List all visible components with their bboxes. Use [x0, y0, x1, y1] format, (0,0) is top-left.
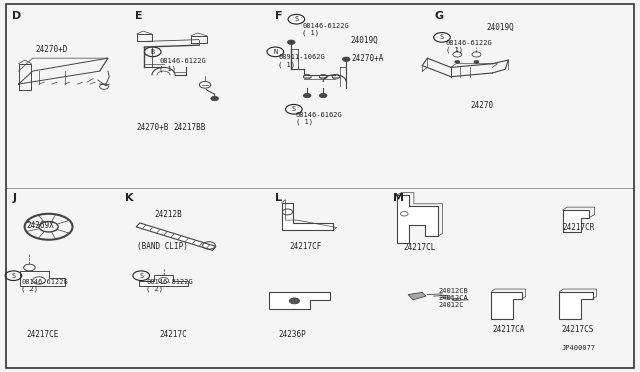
Text: 24270+A: 24270+A: [351, 54, 383, 64]
Text: S: S: [440, 34, 444, 41]
Text: 08911-1062G
( 1): 08911-1062G ( 1): [278, 54, 325, 68]
Text: 24270+D: 24270+D: [36, 45, 68, 54]
Text: 24270+B: 24270+B: [137, 123, 169, 132]
Polygon shape: [563, 210, 589, 232]
Text: 24019Q: 24019Q: [486, 23, 514, 32]
Text: JP400077: JP400077: [561, 344, 595, 351]
Polygon shape: [140, 275, 188, 286]
Polygon shape: [408, 292, 426, 300]
Text: 24019Q: 24019Q: [351, 36, 378, 45]
Text: J: J: [12, 193, 16, 203]
Text: G: G: [435, 11, 444, 21]
Text: S: S: [292, 106, 296, 112]
Text: D: D: [12, 11, 21, 21]
Polygon shape: [397, 195, 438, 243]
Polygon shape: [282, 203, 333, 231]
Circle shape: [303, 93, 311, 98]
Circle shape: [287, 40, 295, 44]
Text: 08146-6162G
( 1): 08146-6162G ( 1): [296, 112, 342, 125]
Text: L: L: [275, 193, 282, 203]
Circle shape: [211, 96, 218, 101]
Text: N: N: [273, 49, 277, 55]
Text: 24212B: 24212B: [154, 210, 182, 219]
Text: 24217BB: 24217BB: [173, 123, 205, 132]
Circle shape: [342, 57, 350, 61]
Text: 24236P: 24236P: [278, 330, 307, 339]
Text: 24269X: 24269X: [26, 221, 54, 230]
Polygon shape: [20, 271, 65, 286]
Text: 08146-6122G
( 1): 08146-6122G ( 1): [446, 39, 493, 53]
Text: 24217CE: 24217CE: [26, 330, 59, 339]
Polygon shape: [491, 292, 522, 320]
Text: 08146-6122G
( 1): 08146-6122G ( 1): [302, 23, 349, 36]
Text: 24217CS: 24217CS: [561, 325, 594, 334]
Polygon shape: [136, 223, 216, 250]
Text: S: S: [12, 273, 15, 279]
Circle shape: [319, 93, 327, 98]
Text: (BAND CLIP): (BAND CLIP): [137, 241, 188, 251]
Text: 24012CB
24012CA
24012C: 24012CB 24012CA 24012C: [438, 288, 468, 308]
Text: S: S: [139, 273, 143, 279]
Text: B: B: [150, 49, 155, 55]
Text: 08146-8122G
( 2): 08146-8122G ( 2): [147, 279, 193, 292]
Text: E: E: [135, 11, 143, 21]
Text: 24217CL: 24217CL: [404, 243, 436, 253]
Circle shape: [455, 60, 460, 63]
Polygon shape: [559, 292, 593, 320]
Polygon shape: [269, 292, 330, 310]
Text: 24217CR: 24217CR: [563, 223, 595, 232]
Text: F: F: [275, 11, 283, 21]
Text: S: S: [294, 16, 298, 22]
Text: 08146-6122G
( 1): 08146-6122G ( 1): [159, 58, 206, 72]
Text: 24217C: 24217C: [159, 330, 187, 339]
Text: 24217CA: 24217CA: [492, 325, 525, 334]
Text: 24270: 24270: [470, 101, 493, 110]
Text: 08146-6122G
( 2): 08146-6122G ( 2): [21, 279, 68, 292]
Circle shape: [474, 60, 479, 63]
Text: 24217CF: 24217CF: [289, 242, 322, 251]
Circle shape: [289, 298, 300, 304]
Text: K: K: [125, 193, 134, 203]
Text: M: M: [394, 193, 404, 203]
